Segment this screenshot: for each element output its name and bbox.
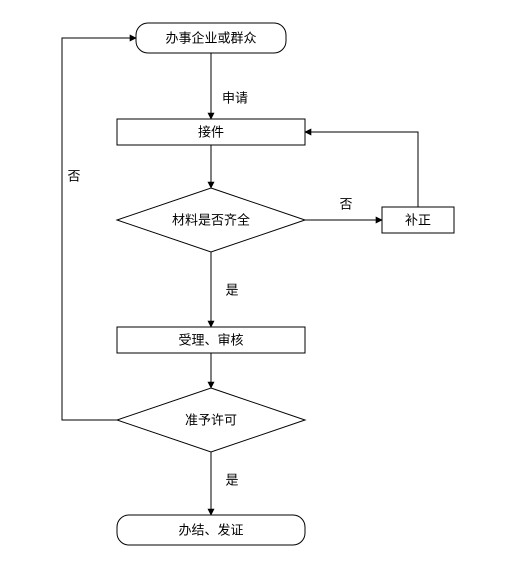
node-receive: 接件 (117, 119, 305, 145)
edge-label-e1: 申请 (222, 91, 248, 106)
edge-label-e7: 是 (225, 473, 238, 488)
node-approve: 准予许可 (117, 388, 305, 452)
node-label-check: 材料是否齐全 (172, 213, 250, 228)
node-label-finish: 办结、发证 (178, 523, 243, 538)
node-label-correct: 补正 (405, 213, 431, 228)
node-correct: 补正 (382, 207, 454, 233)
edge-label-e4: 否 (339, 197, 352, 212)
node-finish: 办结、发证 (117, 515, 305, 545)
edge-e5 (305, 132, 418, 207)
node-label-process: 受理、审核 (178, 333, 243, 348)
edges-layer (62, 38, 418, 515)
node-label-receive: 接件 (198, 125, 224, 140)
edge-label-e8: 否 (67, 169, 80, 184)
node-check: 材料是否齐全 (117, 188, 305, 252)
edge-label-e3: 是 (225, 283, 238, 298)
flowchart-diagram: 办事企业或群众接件材料是否齐全 补正受理、审核准予许可办结、发证 申请是 否是 否 (0, 0, 507, 567)
node-start: 办事企业或群众 (136, 23, 286, 53)
nodes-layer: 办事企业或群众接件材料是否齐全 补正受理、审核准予许可办结、发证 (117, 23, 454, 545)
edge-e8 (62, 38, 136, 420)
node-label-start: 办事企业或群众 (165, 31, 256, 46)
node-process: 受理、审核 (117, 327, 305, 353)
node-label-approve: 准予许可 (185, 413, 237, 428)
